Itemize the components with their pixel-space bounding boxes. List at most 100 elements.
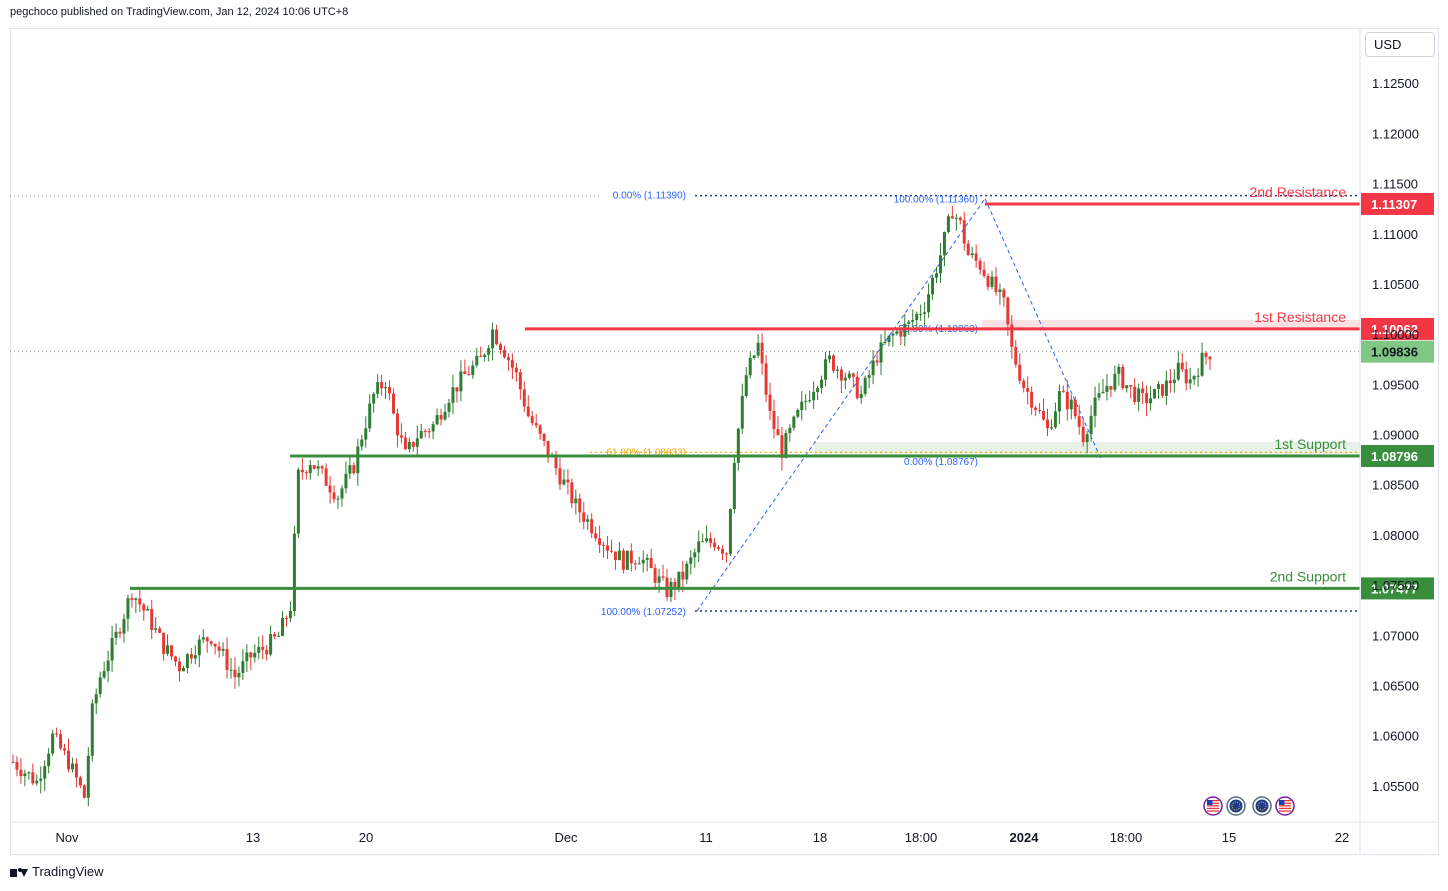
- event-icons[interactable]: [1203, 796, 1295, 816]
- candle-body: [506, 357, 510, 361]
- candle-body: [875, 360, 879, 363]
- candle-body: [59, 734, 63, 749]
- candle-body: [106, 660, 110, 672]
- candle-body: [1002, 289, 1006, 298]
- support-resistance-levels[interactable]: 1.09836 2nd Resistance 1.11307 1st Resistan…: [10, 184, 1434, 600]
- eu-flag-icon-field: [1229, 799, 1243, 813]
- candle-body: [324, 468, 328, 486]
- candle-body: [526, 406, 530, 417]
- candle-body: [510, 360, 514, 368]
- candle-body: [736, 428, 740, 463]
- candle-body: [756, 342, 760, 356]
- eu-flag-icon[interactable]: [1226, 796, 1246, 816]
- candle-body: [205, 637, 209, 642]
- candle-body: [764, 363, 768, 395]
- candle-body: [1065, 391, 1069, 410]
- candle-body: [602, 544, 606, 546]
- y-tick-label-5: 1.10000: [1372, 327, 1419, 342]
- candle-body: [970, 253, 974, 256]
- candle-body: [649, 557, 653, 569]
- candle-body: [455, 387, 459, 392]
- candle-body: [673, 581, 677, 589]
- candle-body: [1057, 391, 1061, 412]
- candle-body: [399, 435, 403, 438]
- candle-body: [146, 609, 150, 611]
- candle-body: [681, 571, 685, 580]
- candle-body: [653, 568, 657, 583]
- candle-body: [63, 748, 67, 751]
- y-tick-label-11: 1.07000: [1372, 628, 1419, 643]
- candle-body: [1093, 397, 1097, 416]
- candle-body: [154, 628, 158, 630]
- candle-body: [911, 320, 915, 322]
- eu-flag-icon-field: [1255, 799, 1269, 813]
- 2nd-support-price-tag: [1361, 577, 1434, 600]
- candle-body: [1045, 419, 1049, 429]
- candle-body: [197, 639, 201, 656]
- x-tick-label-7: 2024: [1010, 830, 1040, 845]
- candle-body: [348, 465, 352, 474]
- candle-body: [189, 654, 193, 659]
- candle-body: [360, 439, 364, 447]
- candle-body: [1125, 385, 1129, 389]
- x-tick-label-6: 18:00: [905, 830, 938, 845]
- candle-body: [1073, 399, 1077, 417]
- y-tick-label-0: 1.12500: [1372, 76, 1419, 91]
- us-flag-icon-canton: [1279, 800, 1285, 805]
- candle-body: [717, 547, 721, 549]
- candle-body: [835, 369, 839, 371]
- candle-body: [784, 433, 788, 458]
- candle-body: [288, 611, 292, 619]
- candle-body: [1121, 366, 1125, 389]
- candle-body: [994, 276, 998, 293]
- candle-body: [229, 669, 233, 671]
- candle-body: [812, 391, 816, 401]
- candle-body: [78, 777, 82, 786]
- candle-body: [1145, 393, 1149, 404]
- candle-body: [859, 393, 863, 399]
- x-tick-label-9: 15: [1222, 830, 1236, 845]
- current-price-label: 1.09836: [1371, 345, 1418, 360]
- candle-body: [1129, 385, 1133, 387]
- candle-body: [110, 637, 114, 661]
- candle-body: [514, 367, 518, 373]
- candle-body: [748, 357, 752, 376]
- candle-body: [384, 387, 388, 389]
- candle-body: [1077, 416, 1081, 427]
- candle-body: [467, 374, 471, 376]
- us-flag-icon[interactable]: [1203, 796, 1223, 816]
- candle-body: [776, 429, 780, 436]
- currency-selector[interactable]: USD: [1365, 32, 1435, 57]
- x-tick-label-10: 22: [1335, 830, 1349, 845]
- x-tick-label-5: 18: [813, 830, 827, 845]
- candle-body: [586, 519, 590, 522]
- candle-body: [974, 253, 978, 261]
- eu-flag-icon[interactable]: [1252, 796, 1272, 816]
- candle-body: [336, 498, 340, 500]
- candle-body: [269, 634, 273, 655]
- candlestick-series: [11, 205, 1212, 807]
- candle-body: [1030, 391, 1034, 408]
- candle-body: [942, 231, 946, 256]
- chart-frame: [10, 28, 1439, 855]
- candle-body: [352, 465, 356, 474]
- candle-body: [495, 329, 499, 345]
- candle-body: [118, 631, 122, 634]
- candle-body: [1053, 411, 1057, 428]
- candle-body: [740, 395, 744, 429]
- candle-body: [982, 269, 986, 276]
- candle-body: [1006, 297, 1010, 325]
- candle-body: [1010, 324, 1014, 347]
- us-flag-icon[interactable]: [1275, 796, 1295, 816]
- candle-body: [126, 598, 130, 619]
- y-tick-label-4: 1.10500: [1372, 277, 1419, 292]
- us-flag-icon-stripe: [1207, 805, 1219, 807]
- eu-flag-icon-stars: [1231, 801, 1241, 811]
- candle-body: [15, 761, 19, 770]
- candle-body: [1168, 380, 1172, 384]
- candle-body: [1184, 369, 1188, 384]
- candle-body: [1097, 393, 1101, 398]
- candle-body: [1085, 434, 1089, 443]
- candle-body: [990, 276, 994, 287]
